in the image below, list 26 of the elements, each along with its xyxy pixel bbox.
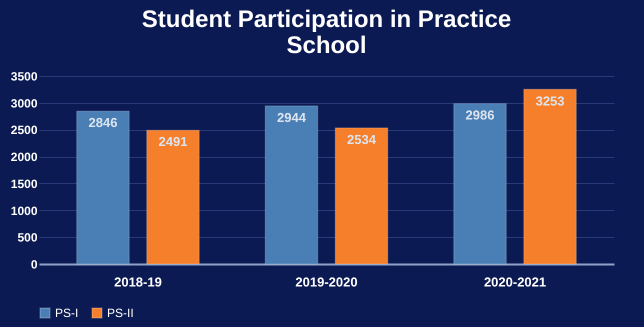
data-label: 2986 [466,108,494,123]
y-tick-label: 2000 [10,150,38,164]
bar [334,127,388,264]
y-tick-label: 2500 [10,123,38,138]
y-tick-label: 3500 [10,70,38,84]
data-label: 3253 [536,93,564,108]
data-label: 2491 [158,134,188,150]
bar [453,103,507,264]
legend-label: PS-II [107,306,134,320]
x-tick-label: 2018-19 [114,274,162,290]
bar [76,110,130,264]
y-tick-label: 1000 [10,204,38,218]
x-tick-label: 2019-2020 [295,274,358,290]
bar [523,88,577,264]
y-tick-label: 3000 [10,96,38,110]
y-tick-label: 500 [17,230,38,245]
bar [264,105,318,264]
y-tick-label: 1500 [10,176,38,191]
data-label: 2534 [347,132,377,147]
data-label: 2944 [277,110,307,125]
legend-label: PS-I [55,306,78,320]
y-tick-label: 0 [30,258,38,272]
chart-title: Student Participation in Practice School [142,6,512,59]
bar [146,130,200,264]
x-tick-label: 2020-2021 [484,274,546,290]
data-label: 2846 [88,115,118,130]
